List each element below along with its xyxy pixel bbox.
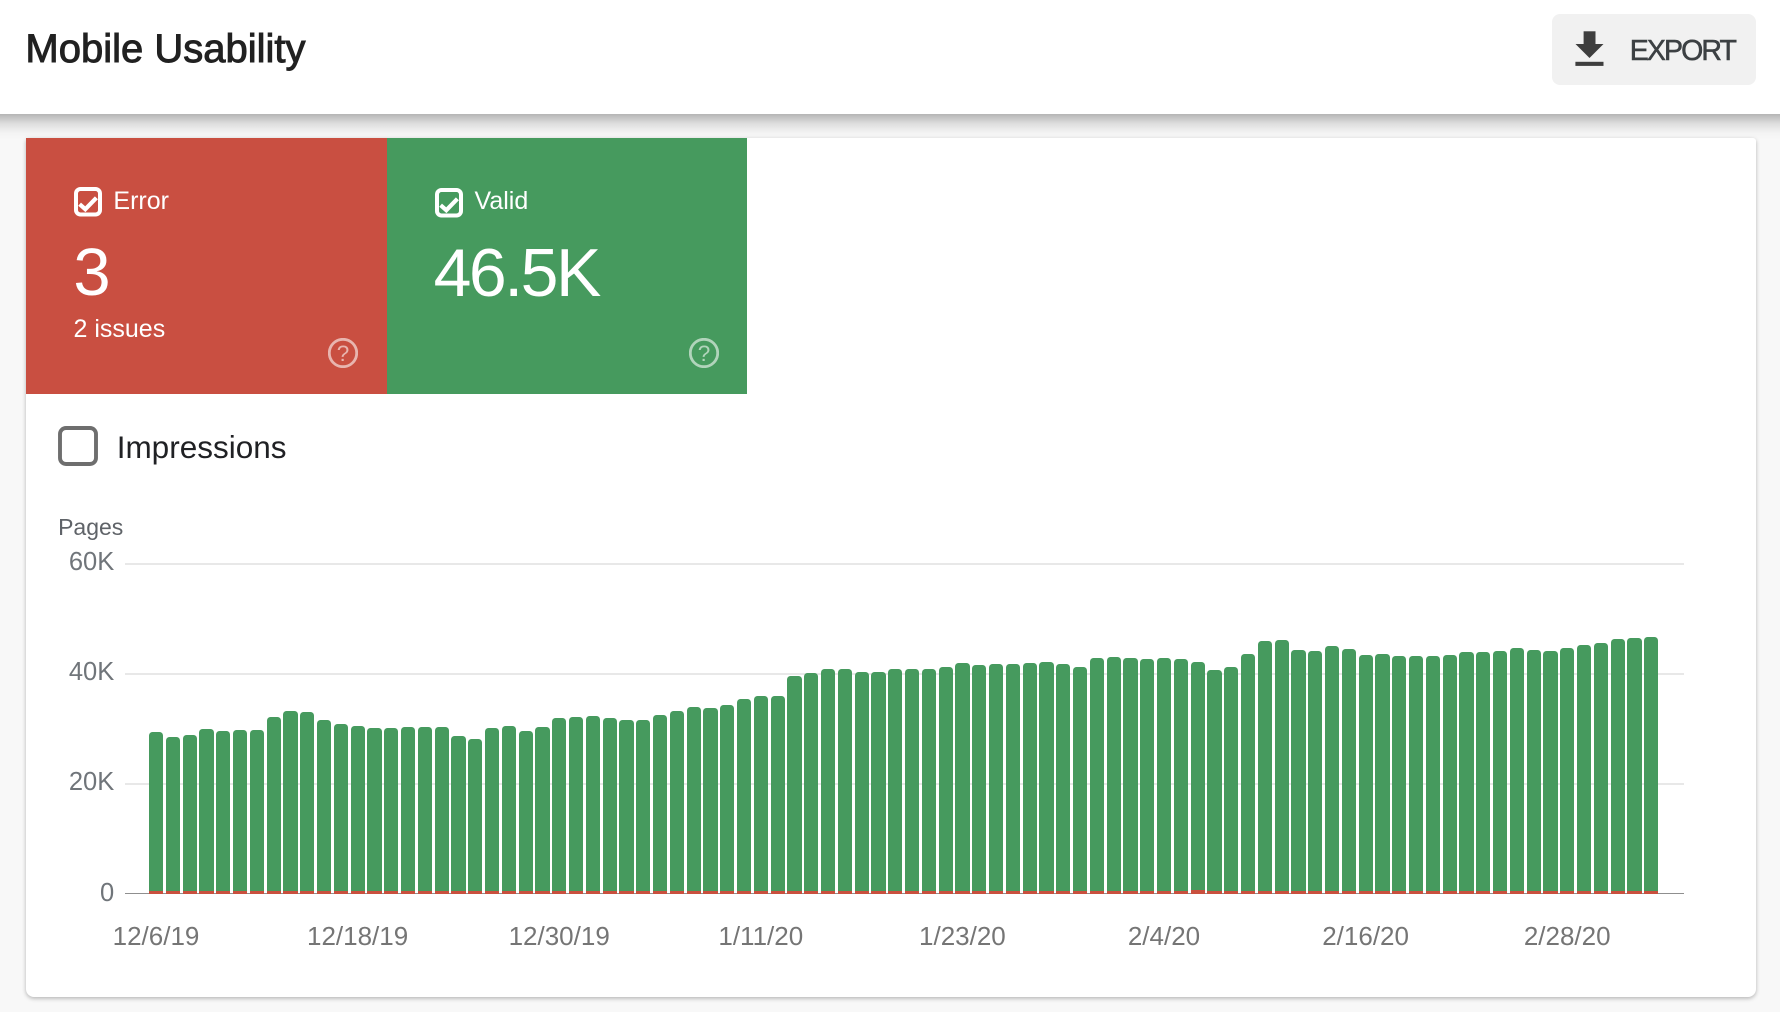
- svg-text:?: ?: [697, 341, 710, 366]
- svg-text:?: ?: [337, 341, 350, 366]
